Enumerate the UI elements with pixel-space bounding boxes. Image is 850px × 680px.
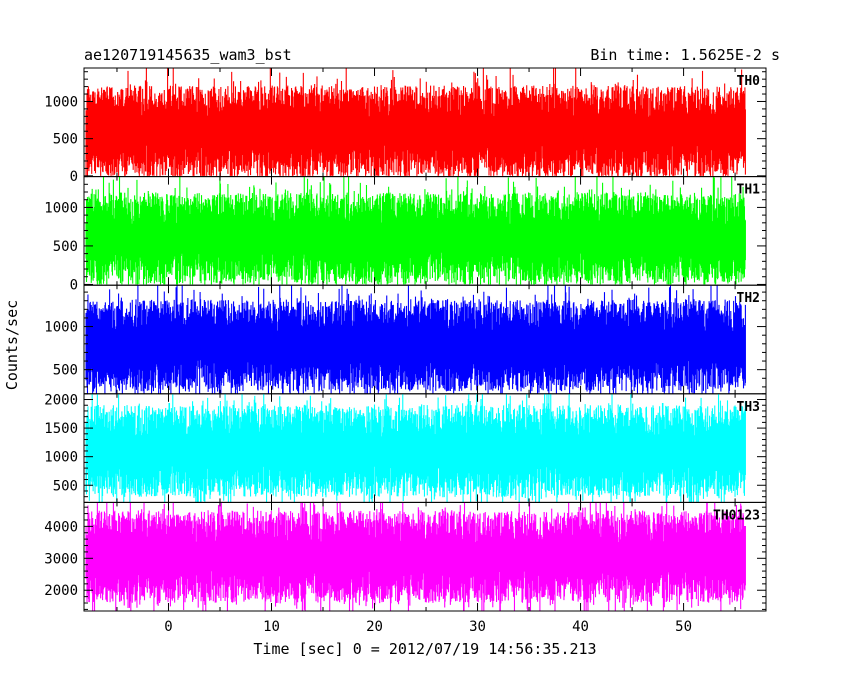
panel-label-th0123: TH0123: [713, 508, 760, 523]
y-tick-label: 4000: [44, 519, 78, 535]
y-tick-label: 2000: [44, 393, 78, 409]
panel-th2: 500 1000 TH2: [44, 284, 767, 395]
x-axis: 0 10 20 30 40 50: [164, 619, 692, 635]
series-core-th2: [86, 330, 746, 361]
panel-label-th2: TH2: [737, 291, 760, 306]
y-tick-label: 0: [70, 277, 78, 293]
x-tick-label: 10: [263, 619, 280, 635]
x-tick-label: 40: [572, 619, 589, 635]
x-tick-label: 50: [675, 619, 692, 635]
chart-title: ae120719145635_wam3_bst: [84, 46, 292, 64]
x-tick-label: 30: [469, 619, 486, 635]
panel-label-th0: TH0: [737, 74, 761, 89]
x-axis-label: Time [sec] 0 = 2012/07/19 14:56:35.213: [253, 640, 596, 658]
x-tick-label: 20: [366, 619, 383, 635]
series-core-th3: [86, 436, 746, 466]
y-tick-label: 500: [53, 363, 78, 379]
x-tick-label: 0: [164, 619, 172, 635]
y-tick-label: 1000: [44, 200, 78, 216]
y-tick-label: 1500: [44, 421, 78, 437]
panels-group: 0 500 1000 TH0 0 500 1000 TH1 500 1000 TH2 500 1000 1…: [44, 67, 767, 612]
y-tick-label: 500: [53, 132, 78, 148]
series-core-th0: [86, 116, 746, 146]
y-tick-label: 3000: [44, 551, 78, 567]
y-tick-label: 1000: [44, 320, 78, 336]
y-tick-label: 500: [53, 478, 78, 494]
y-tick-label: 1000: [44, 450, 78, 466]
panel-frame: [83, 501, 767, 612]
y-axis-label: Counts/sec: [3, 300, 21, 390]
panel-th0: 0 500 1000 TH0: [44, 67, 767, 185]
series-core-th1: [86, 223, 746, 253]
panel-th1: 0 500 1000 TH1: [44, 176, 767, 293]
panel-th0123: 2000 3000 4000 TH0123: [44, 501, 767, 612]
y-tick-label: 1000: [44, 94, 78, 110]
panel-label-th1: TH1: [737, 183, 761, 198]
y-tick-label: 500: [53, 239, 78, 255]
series-core-th0123: [86, 542, 746, 572]
panel-label-th3: TH3: [737, 400, 760, 415]
y-tick-label: 0: [70, 169, 78, 185]
y-tick-label: 2000: [44, 583, 78, 599]
bin-time-label: Bin time: 1.5625E-2 s: [590, 46, 780, 64]
panel-th3: 500 1000 1500 2000 TH3: [44, 393, 767, 503]
